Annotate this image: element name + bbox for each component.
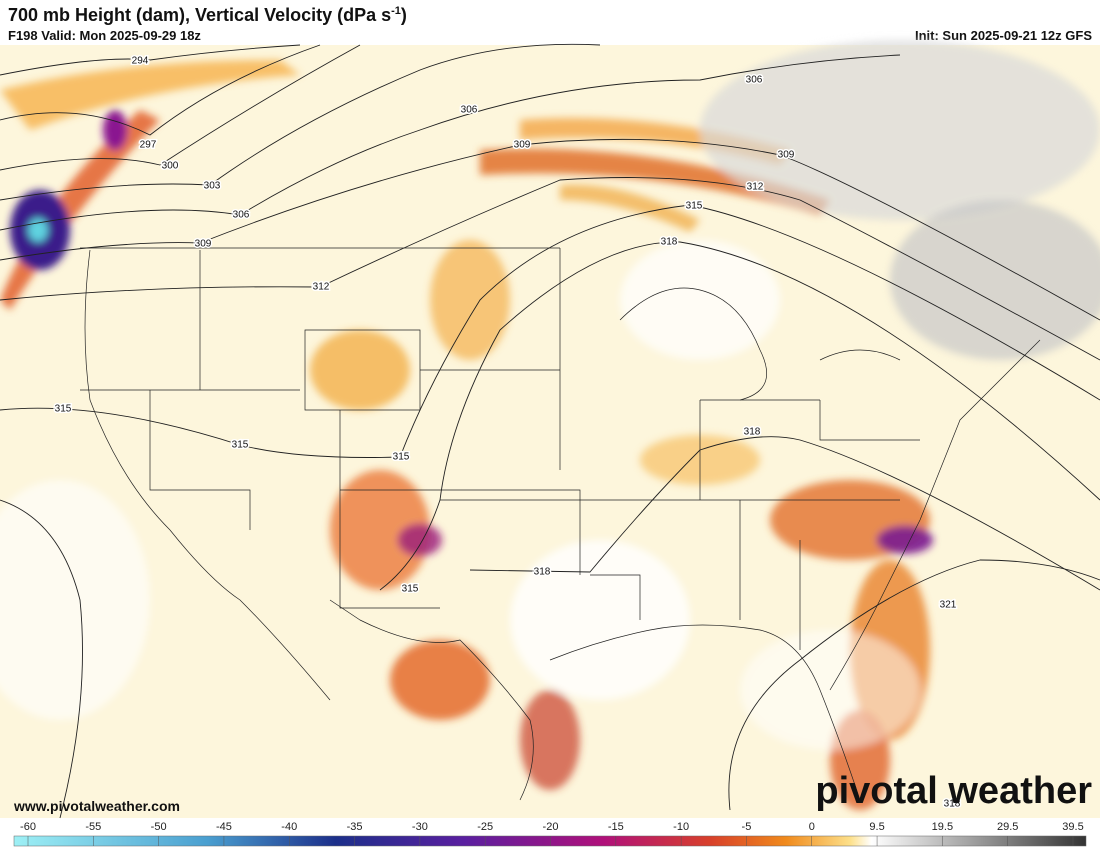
colorbar-tick-label: -60 xyxy=(20,821,36,833)
colorbar-tick-label: 0 xyxy=(809,821,815,833)
contour-label: 312 xyxy=(747,182,764,193)
colorbar-tick-label: -50 xyxy=(151,821,167,833)
contour-label: 312 xyxy=(313,282,330,293)
contour-label: 315 xyxy=(232,440,249,451)
contour-label: 318 xyxy=(534,567,551,578)
colorbar-scale xyxy=(13,835,1087,847)
contour-label: 303 xyxy=(204,181,221,192)
contour-label: 315 xyxy=(402,584,419,595)
contour-label: 318 xyxy=(661,237,678,248)
colorbar-tick-label: -25 xyxy=(477,821,493,833)
contour-label: 318 xyxy=(944,799,961,810)
contour-label: 306 xyxy=(746,75,763,86)
colorbar-tick-label: -5 xyxy=(742,821,752,833)
init-time: Init: Sun 2025-09-21 12z GFS xyxy=(915,28,1092,43)
contour-labels: 294 297 300 303 306 309 306 309 306 309 … xyxy=(53,54,962,811)
title-text: 700 mb Height (dam), Vertical Velocity (… xyxy=(8,5,391,25)
title: 700 mb Height (dam), Vertical Velocity (… xyxy=(8,5,407,25)
contour-label: 315 xyxy=(686,201,703,212)
colorbar-tick-label: 9.5 xyxy=(869,821,884,833)
velocity-shading xyxy=(0,40,1100,810)
contour-label: 318 xyxy=(744,427,761,438)
height-contours xyxy=(0,43,1100,819)
map-area: 294 297 300 303 306 309 306 309 306 309 … xyxy=(0,40,1100,819)
contour-label: 309 xyxy=(778,150,795,161)
contour-label: 309 xyxy=(514,140,531,151)
contour-label: 321 xyxy=(940,600,957,611)
colorbar-tick-label: -40 xyxy=(281,821,297,833)
contour-label: 315 xyxy=(393,452,410,463)
contour-label: 306 xyxy=(461,105,478,116)
contour-label: 294 xyxy=(132,56,149,67)
colorbar-tick-label: -35 xyxy=(347,821,363,833)
colorbar-tick-label: -15 xyxy=(608,821,624,833)
colorbar-tick-label: -10 xyxy=(673,821,689,833)
contour-label: 300 xyxy=(162,161,179,172)
colorbar-tick-label: -45 xyxy=(216,821,232,833)
title-close: ) xyxy=(401,5,407,25)
title-superscript: -1 xyxy=(391,5,401,17)
contour-label: 315 xyxy=(55,404,72,415)
website: www.pivotalweather.com xyxy=(13,798,180,814)
contour-label: 297 xyxy=(140,140,157,151)
colorbar-tick-label: -55 xyxy=(85,821,101,833)
colorbar-tick-label: 19.5 xyxy=(932,821,953,833)
colorbar-tick-label: 39.5 xyxy=(1062,821,1083,833)
valid-time: F198 Valid: Mon 2025-09-29 18z xyxy=(8,28,201,43)
contour-label: 306 xyxy=(233,210,250,221)
boundaries xyxy=(80,247,1041,801)
colorbar-tick-label: -30 xyxy=(412,821,428,833)
colorbar-tick-label: 29.5 xyxy=(997,821,1018,833)
colorbar-tick-label: -20 xyxy=(543,821,559,833)
contour-label: 309 xyxy=(195,239,212,250)
colorbar: -60 -55 -50 -45 -40 -35 -30 -25 -20 -15 -10 -5 0 9.5 1… xyxy=(13,821,1087,847)
watermark: pivotal weather xyxy=(815,770,1092,812)
